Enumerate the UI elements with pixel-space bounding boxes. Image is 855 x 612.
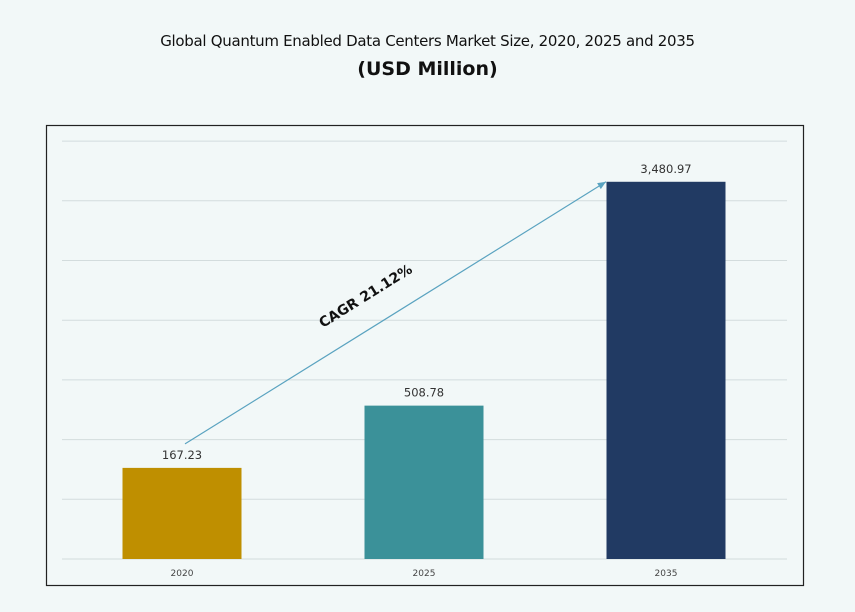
cagr-arrow-line xyxy=(184,181,607,445)
chart-subtitle: (USD Million) xyxy=(357,58,498,80)
bar-2020 xyxy=(122,467,242,559)
bar-2035 xyxy=(606,181,726,560)
data-label-2025: 508.78 xyxy=(404,386,444,400)
data-label-2035: 3,480.97 xyxy=(640,162,691,176)
bar-2025 xyxy=(364,405,484,559)
x-tick-label-2035: 2035 xyxy=(655,569,678,579)
x-tick-label-2020: 2020 xyxy=(171,569,194,579)
cagr-arrow-head xyxy=(597,181,606,190)
chart-title: Global Quantum Enabled Data Centers Mark… xyxy=(160,32,695,50)
x-tick-label-2025: 2025 xyxy=(413,569,436,579)
data-label-2020: 167.23 xyxy=(162,448,202,462)
